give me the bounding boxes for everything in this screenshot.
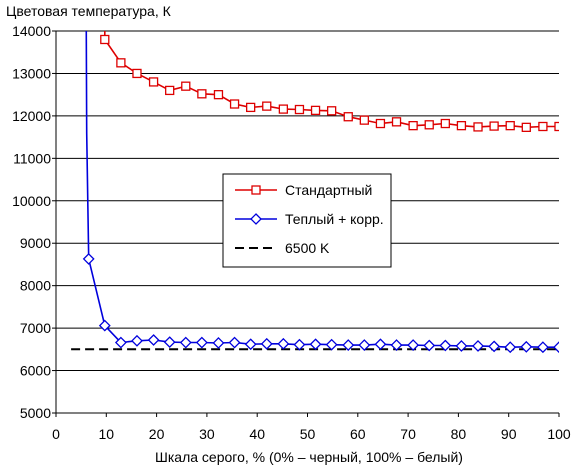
series-0 xyxy=(100,31,559,132)
data-point-square xyxy=(148,77,159,87)
data-point-square xyxy=(538,121,548,132)
legend-label: Стандартный xyxy=(285,182,372,198)
data-point-diamond xyxy=(455,340,468,352)
data-point-diamond xyxy=(488,340,501,353)
data-point-diamond xyxy=(423,339,436,352)
data-point-diamond xyxy=(309,338,322,351)
x-tick-label: 90 xyxy=(501,426,517,442)
x-tick-label: 70 xyxy=(400,426,416,442)
data-point-diamond xyxy=(163,336,176,349)
data-point-diamond xyxy=(250,213,262,225)
data-point-square xyxy=(359,115,369,125)
data-point-square xyxy=(197,89,207,99)
data-point-diamond xyxy=(244,338,257,351)
x-tick-label: 30 xyxy=(199,426,215,442)
data-point-diamond xyxy=(358,339,371,352)
data-point-diamond xyxy=(179,336,192,349)
data-point-square xyxy=(473,122,483,132)
data-point-diamond xyxy=(195,336,208,349)
y-tick-label: 8000 xyxy=(20,278,51,294)
tick-labels: 5000 6000 7000 8000 9000 10000 11000 12000 13000… xyxy=(12,23,571,442)
data-point-diamond xyxy=(504,341,517,354)
data-point-diamond xyxy=(472,340,484,352)
axes-layer xyxy=(52,30,560,417)
legend-label: 6500 K xyxy=(285,240,330,256)
data-point-square xyxy=(278,104,289,114)
data-point-square xyxy=(181,81,191,91)
data-point-square xyxy=(408,121,418,131)
data-point-diamond xyxy=(277,337,290,350)
y-tick-label: 5000 xyxy=(20,405,51,421)
data-point-square xyxy=(440,118,450,129)
x-tick-label: 60 xyxy=(350,426,366,442)
data-point-diamond xyxy=(147,334,160,346)
data-point-square xyxy=(489,121,499,131)
data-point-square xyxy=(521,122,531,132)
x-tick-label: 10 xyxy=(99,426,115,442)
y-tick-label: 12000 xyxy=(12,108,51,124)
y-tick-label: 10000 xyxy=(12,193,51,209)
data-point-diamond xyxy=(98,319,111,332)
data-point-diamond xyxy=(114,336,127,349)
data-point-square xyxy=(246,102,256,113)
x-tick-label: 80 xyxy=(451,426,467,442)
data-point-diamond xyxy=(325,338,338,351)
data-point-diamond xyxy=(293,338,306,351)
legend: Стандартный Теплый + корр. 6500 K xyxy=(222,173,392,268)
data-point-diamond xyxy=(407,339,420,352)
data-point-diamond xyxy=(553,341,559,354)
data-point-diamond xyxy=(439,339,452,352)
y-tick-label: 14000 xyxy=(12,23,51,39)
legend-items: Стандартный Теплый + корр. 6500 K xyxy=(235,182,384,256)
data-point-square xyxy=(116,58,126,68)
data-point-square xyxy=(132,68,142,79)
x-tick-label: 100 xyxy=(547,426,571,442)
data-point-square xyxy=(213,90,224,100)
data-point-diamond xyxy=(131,334,143,347)
data-point-square xyxy=(343,112,353,122)
y-tick-label: 13000 xyxy=(12,65,51,81)
y-tick-label: 11000 xyxy=(13,150,51,166)
x-tick-label: 50 xyxy=(300,426,316,442)
x-tick-label: 40 xyxy=(249,426,265,442)
x-axis-label: Шкала серого, % (0% – черный, 100% – бел… xyxy=(155,449,463,465)
data-point-diamond xyxy=(212,337,225,349)
data-point-diamond xyxy=(260,337,273,350)
series-1 xyxy=(82,31,559,354)
data-point-square xyxy=(251,185,261,195)
legend-label: Теплый + корр. xyxy=(285,211,384,227)
data-point-diamond xyxy=(228,336,241,349)
data-point-diamond xyxy=(536,341,549,354)
data-point-square xyxy=(375,118,386,129)
data-point-square xyxy=(326,106,337,116)
data-point-square xyxy=(294,104,305,115)
data-point-square xyxy=(391,117,402,127)
y-tick-label: 6000 xyxy=(20,363,51,379)
data-point-diamond xyxy=(390,339,403,352)
data-point-square xyxy=(554,121,559,132)
data-point-square xyxy=(165,85,175,96)
data-point-square xyxy=(456,121,467,131)
data-point-diamond xyxy=(82,253,95,265)
data-point-square xyxy=(424,120,434,130)
data-point-square xyxy=(310,105,321,116)
data-point-square xyxy=(100,34,110,45)
x-tick-label: 20 xyxy=(149,426,165,442)
data-point-diamond xyxy=(374,338,387,351)
data-point-square xyxy=(229,99,240,109)
data-point-diamond xyxy=(342,339,355,352)
data-point-diamond xyxy=(520,340,533,353)
data-point-square xyxy=(505,121,515,131)
series-layer xyxy=(71,31,559,354)
y-tick-label: 9000 xyxy=(20,235,51,251)
x-tick-label: 0 xyxy=(52,426,60,442)
y-tick-label: 7000 xyxy=(20,320,51,336)
data-point-square xyxy=(262,101,272,111)
chart-title: Цветовая температура, К xyxy=(6,3,172,19)
